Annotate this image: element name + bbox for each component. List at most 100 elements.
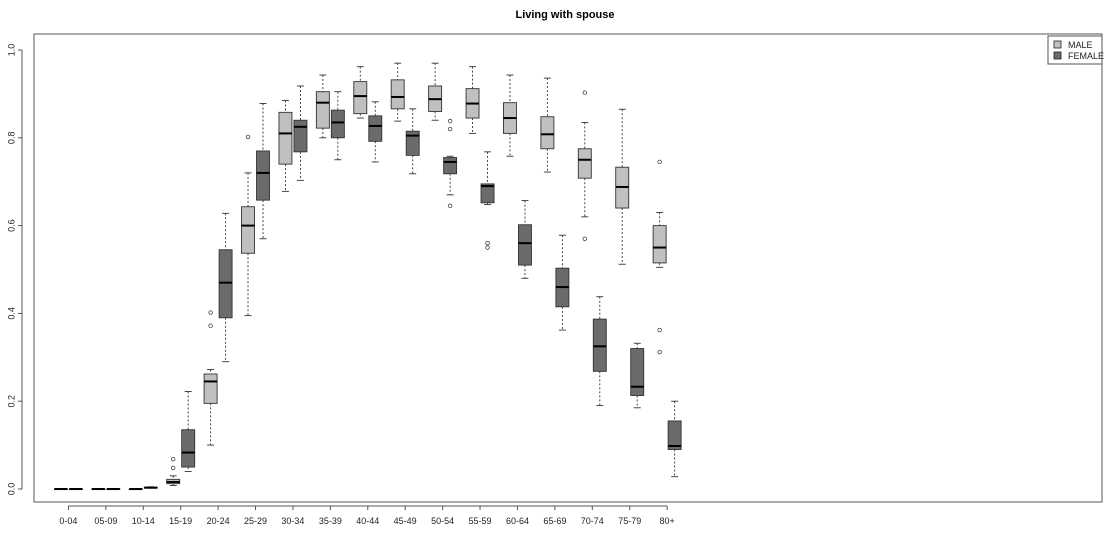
box-female [256, 103, 270, 240]
outlier-point [657, 327, 662, 333]
x-tick-label: 75-79 [618, 516, 641, 526]
box-male [428, 62, 443, 121]
legend: MALE FEMALE [1047, 35, 1104, 65]
box-male [577, 90, 592, 241]
outlier-point [582, 236, 587, 241]
box-female [443, 118, 458, 209]
y-axis: 0.0 0.2 0.4 0.6 0.8 1.0 [6, 44, 23, 496]
box-body [540, 116, 555, 150]
box-body [330, 109, 345, 139]
x-tick-label: 40-44 [356, 516, 379, 526]
box-female [218, 212, 233, 363]
box-female [630, 342, 645, 409]
outlier-point [170, 456, 176, 462]
box-male [465, 66, 480, 134]
legend-swatch-female [1053, 51, 1062, 60]
outlier-point [582, 90, 587, 95]
box-female [106, 488, 121, 491]
box-body [443, 157, 458, 175]
box-female [518, 200, 532, 279]
box-female [405, 108, 420, 175]
plot-frame [33, 33, 1103, 503]
y-tick-label: 0.8 [6, 132, 16, 145]
box-male [652, 159, 667, 355]
x-tick-label: 30-34 [281, 516, 304, 526]
box-plots [53, 62, 682, 491]
box-body [390, 79, 405, 110]
box-male [315, 74, 330, 139]
box-male [91, 488, 106, 491]
box-female [592, 296, 607, 407]
box-female [143, 486, 158, 489]
box-female [293, 85, 308, 181]
x-tick-label: 15-19 [169, 516, 192, 526]
box-body [368, 115, 383, 142]
box-body [241, 206, 255, 254]
outlier-point [208, 323, 213, 328]
box-male [53, 488, 68, 491]
x-tick-label: 20-24 [207, 516, 230, 526]
x-tick-label: 05-09 [94, 516, 117, 526]
y-tick-label: 0.4 [6, 307, 16, 320]
box-body [278, 111, 293, 165]
box-female [68, 488, 83, 491]
box-body [652, 225, 667, 264]
box-male [278, 100, 293, 192]
y-tick-label: 0.6 [6, 219, 16, 232]
box-female [480, 151, 495, 250]
legend-label-male: MALE [1068, 40, 1093, 50]
x-tick-label: 35-39 [319, 516, 342, 526]
box-body [667, 420, 682, 450]
outlier-point [485, 240, 490, 246]
box-male [353, 66, 368, 119]
outlier-point [485, 245, 490, 250]
box-body [518, 224, 532, 266]
x-axis: 0-04 05-09 10-14 15-19 20-24 25-29 30-34 35-39 4… [59, 505, 675, 526]
box-male [615, 108, 630, 265]
legend-label-female: FEMALE [1068, 51, 1104, 61]
box-male [390, 62, 405, 122]
x-tick-label: 45-49 [394, 516, 417, 526]
outlier-point [657, 159, 662, 165]
box-female [667, 400, 682, 478]
x-tick-label: 50-54 [431, 516, 454, 526]
box-male [503, 74, 517, 157]
box-male [128, 488, 143, 491]
outlier-point [447, 203, 453, 209]
box-body [577, 148, 592, 179]
box-male [166, 456, 181, 486]
box-body [480, 183, 495, 204]
outlier-point [170, 465, 176, 471]
outlier-point [657, 349, 662, 355]
chart-title: Living with spouse [515, 9, 614, 21]
box-body [293, 119, 308, 153]
x-tick-label: 10-14 [132, 516, 155, 526]
x-tick-label: 80+ [659, 516, 674, 526]
outlier-point [447, 118, 453, 124]
box-male [241, 134, 255, 317]
box-body [353, 81, 368, 115]
box-body [218, 249, 233, 319]
box-body [405, 130, 420, 156]
outlier-point [245, 134, 251, 140]
outlier-point [208, 310, 213, 315]
x-tick-label: 0-04 [59, 516, 77, 526]
box-female [181, 391, 196, 472]
legend-swatch-male [1053, 40, 1062, 49]
y-tick-label: 0.0 [6, 483, 16, 496]
box-male [203, 310, 218, 446]
outlier-point [447, 126, 453, 132]
y-tick-label: 0.2 [6, 395, 16, 408]
x-tick-label: 55-59 [469, 516, 492, 526]
x-tick-label: 65-69 [543, 516, 566, 526]
x-tick-label: 60-64 [506, 516, 529, 526]
box-female [368, 101, 383, 163]
x-tick-label: 25-29 [244, 516, 267, 526]
box-male [540, 77, 555, 173]
box-female [555, 234, 570, 331]
y-tick-label: 1.0 [6, 44, 16, 57]
box-body [256, 150, 270, 201]
box-female [330, 91, 345, 161]
box-body [181, 429, 196, 468]
